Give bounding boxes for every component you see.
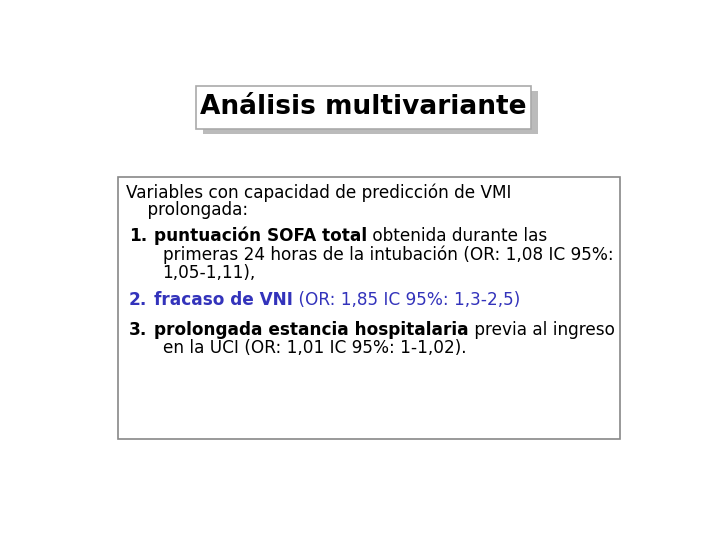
Text: prolongada:: prolongada: bbox=[126, 201, 248, 219]
Text: Análisis multivariante: Análisis multivariante bbox=[200, 94, 526, 120]
Text: 1.: 1. bbox=[129, 227, 148, 245]
FancyBboxPatch shape bbox=[118, 177, 620, 439]
Text: 3.: 3. bbox=[129, 321, 148, 339]
Text: puntuación SOFA total: puntuación SOFA total bbox=[154, 227, 367, 246]
Text: Variables con capacidad de predicción de VMI: Variables con capacidad de predicción de… bbox=[126, 183, 512, 202]
Text: previa al ingreso: previa al ingreso bbox=[469, 321, 615, 339]
Text: (OR: 1,85 IC 95%: 1,3-2,5): (OR: 1,85 IC 95%: 1,3-2,5) bbox=[293, 292, 521, 309]
Text: fracaso de VNI: fracaso de VNI bbox=[154, 292, 293, 309]
Text: 2.: 2. bbox=[129, 292, 148, 309]
Text: prolongada estancia hospitalaria: prolongada estancia hospitalaria bbox=[154, 321, 469, 339]
Text: obtenida durante las: obtenida durante las bbox=[367, 227, 547, 245]
Text: en la UCI (OR: 1,01 IC 95%: 1-1,02).: en la UCI (OR: 1,01 IC 95%: 1-1,02). bbox=[163, 339, 466, 357]
FancyBboxPatch shape bbox=[203, 91, 538, 134]
FancyBboxPatch shape bbox=[196, 85, 531, 129]
Text: 1,05-1,11),: 1,05-1,11), bbox=[163, 265, 256, 282]
Text: primeras 24 horas de la intubación (OR: 1,08 IC 95%:: primeras 24 horas de la intubación (OR: … bbox=[163, 246, 613, 264]
